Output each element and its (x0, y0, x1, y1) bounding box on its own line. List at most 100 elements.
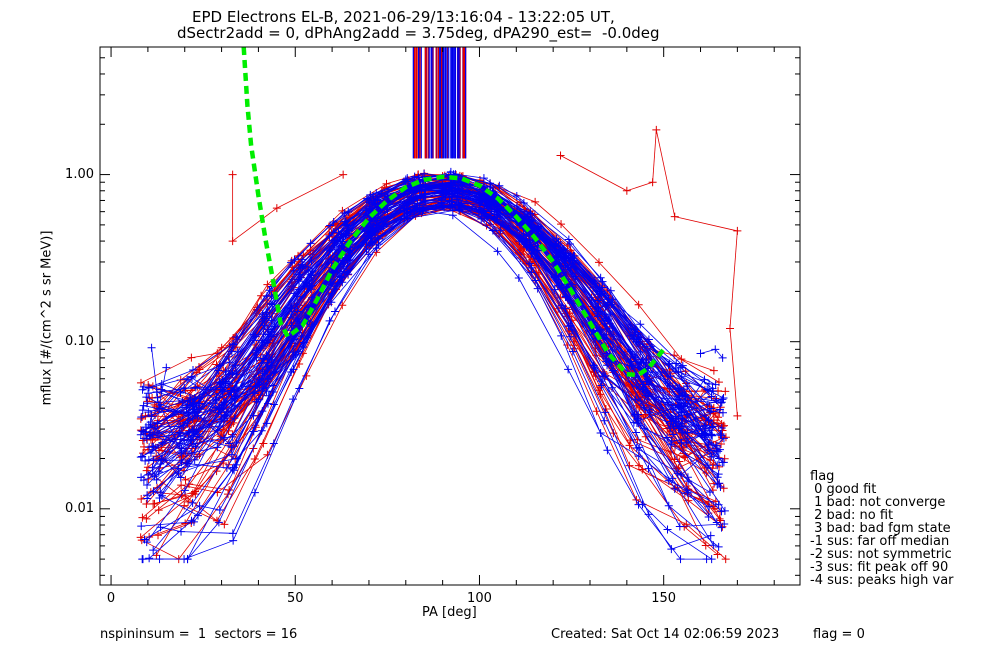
data-point (149, 487, 158, 496)
data-point (569, 251, 578, 260)
data-point (367, 231, 376, 240)
data-point (603, 446, 612, 455)
data-point (191, 383, 200, 392)
data-point (600, 416, 609, 425)
data-point (137, 426, 146, 435)
data-point (711, 380, 720, 389)
data-point (229, 536, 238, 545)
series-line (149, 191, 705, 448)
data-point (678, 414, 687, 423)
legend-item: -4 sus: peaks high var (810, 573, 954, 588)
data-point (670, 484, 679, 493)
data-point (145, 554, 154, 563)
data-point (149, 456, 158, 465)
data-point (257, 291, 266, 300)
data-point (564, 365, 573, 374)
outlier-line (652, 129, 657, 183)
pa-series (143, 185, 723, 509)
data-point (143, 481, 152, 490)
data-point (144, 389, 153, 398)
data-point (714, 413, 723, 422)
data-point (228, 529, 237, 538)
outlier-line (151, 347, 160, 409)
data-point (568, 347, 577, 356)
data-point (156, 488, 165, 497)
data-point (368, 225, 377, 234)
data-point (372, 244, 381, 253)
series-line (159, 192, 721, 455)
data-point (708, 431, 717, 440)
data-point (262, 312, 271, 321)
data-point (417, 183, 426, 192)
data-point (534, 254, 543, 263)
data-point (138, 385, 147, 394)
data-point (138, 555, 147, 564)
data-point (364, 196, 373, 205)
data-point (344, 270, 353, 279)
data-point (438, 201, 447, 210)
y-tick-label: 0.10 (65, 333, 94, 349)
data-point (683, 428, 692, 437)
data-point (712, 518, 721, 527)
data-point (187, 372, 196, 381)
data-point (138, 513, 147, 522)
data-point (150, 424, 159, 433)
data-point (700, 429, 709, 438)
data-point (495, 229, 504, 238)
data-point (596, 307, 605, 316)
data-point (641, 391, 650, 400)
data-point (232, 370, 241, 379)
data-point (220, 520, 229, 529)
data-point (257, 426, 266, 435)
y-tick-label: 1.00 (65, 166, 94, 182)
data-point (557, 220, 566, 229)
data-point (286, 258, 295, 267)
data-point (142, 499, 151, 508)
data-point (293, 307, 302, 316)
series-line (152, 182, 718, 478)
data-point (634, 452, 643, 461)
data-point (593, 312, 602, 321)
data-point (493, 247, 502, 256)
series-line (146, 189, 719, 506)
data-point (264, 330, 273, 339)
series-line (161, 177, 712, 416)
data-point (669, 422, 678, 431)
series-line (150, 205, 720, 484)
data-point (597, 381, 606, 390)
data-point (671, 442, 680, 451)
data-point (190, 455, 199, 464)
data-point (700, 422, 709, 431)
data-point (677, 438, 686, 447)
data-point (187, 435, 196, 444)
data-point (714, 500, 723, 509)
data-point (493, 211, 502, 220)
data-point (564, 322, 573, 331)
data-point (607, 300, 616, 309)
data-point (138, 406, 147, 415)
data-point (340, 230, 349, 239)
data-point (705, 446, 714, 455)
data-point (139, 476, 148, 485)
data-point (679, 385, 688, 394)
pa-series (149, 179, 726, 520)
data-point (715, 405, 724, 414)
data-point (232, 454, 241, 463)
outlier-line (276, 174, 344, 209)
data-point (592, 407, 601, 416)
series-line (145, 173, 724, 434)
outlier-line (674, 216, 738, 232)
x-tick-label: 0 (106, 591, 116, 606)
data-point (298, 255, 307, 264)
data-point (214, 518, 223, 527)
data-layer (136, 47, 742, 564)
data-point (288, 395, 297, 404)
data-point (258, 355, 267, 364)
axes-layer (99, 46, 801, 586)
data-point (188, 489, 197, 498)
outlier-line (655, 129, 676, 217)
data-point (249, 330, 258, 339)
data-point (594, 258, 603, 267)
data-point (154, 506, 163, 515)
data-point (263, 358, 272, 367)
